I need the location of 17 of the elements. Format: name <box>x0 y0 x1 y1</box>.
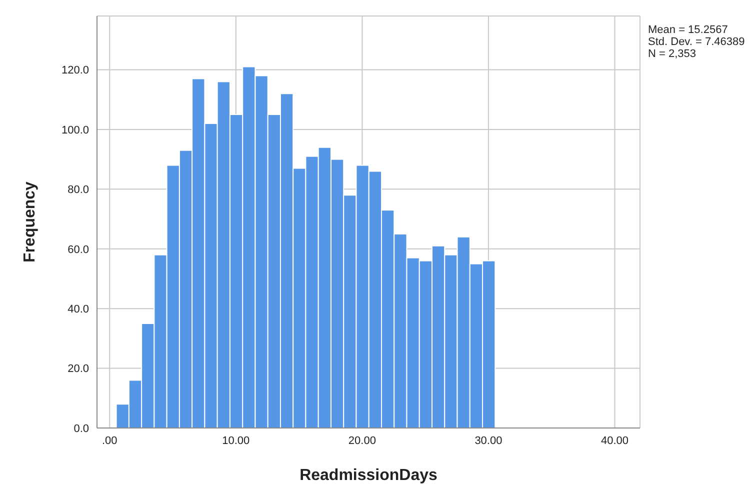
x-tick-label: 40.00 <box>600 434 629 447</box>
text: N = 2,353 <box>648 48 698 60</box>
y-tick-label: 60.0 <box>68 244 89 256</box>
x-tick-label: 20.00 <box>348 434 376 447</box>
y-tick-label: 20.0 <box>68 363 89 376</box>
x-axis-title: ReadmissionDays <box>300 467 438 484</box>
y-tick-label: 120.0 <box>61 64 89 77</box>
y-tick-label: 100.0 <box>61 124 89 136</box>
x-tick-label: 30.00 <box>474 434 502 447</box>
text: Mean = 15.2567 <box>648 24 729 36</box>
text: Std. Dev. = 7.46389 <box>648 36 745 48</box>
y-tick-label: 40.0 <box>68 303 89 316</box>
y-axis-title: Frequency <box>22 181 39 262</box>
x-tick-label: 10.00 <box>222 434 250 447</box>
x-tick-label: .00 <box>102 434 118 447</box>
y-tick-label: 80.0 <box>68 184 89 196</box>
y-tick-label: 0.0 <box>74 422 89 435</box>
